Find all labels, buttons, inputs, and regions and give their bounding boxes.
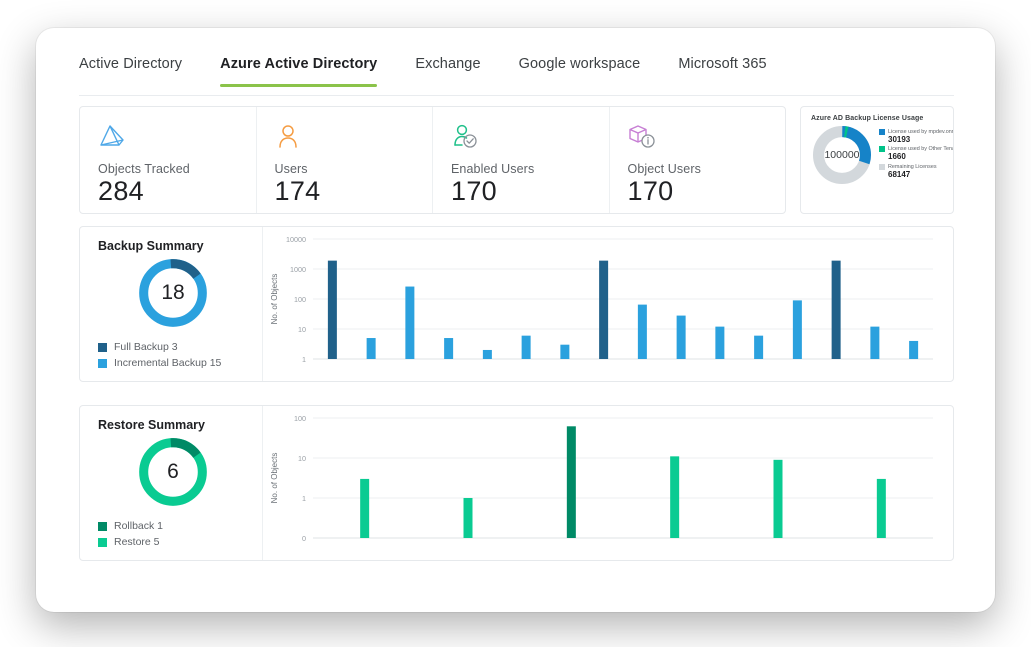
user-icon (275, 123, 415, 153)
cube-info-icon (628, 123, 768, 153)
backup-donut-center-value: 18 (161, 281, 185, 304)
tab-label: Azure Active Directory (220, 56, 378, 72)
tab-google-workspace[interactable]: Google workspace (519, 50, 641, 86)
backup-donut-wrap: 18 (98, 255, 248, 331)
svg-text:No. of Objects: No. of Objects (270, 274, 279, 325)
restore-donut-chart: 6 (135, 434, 211, 510)
kpi-label: Enabled Users (451, 162, 535, 176)
backup-legend: Full Backup 3 Incremental Backup 15 (98, 341, 248, 369)
license-legend-label: License used by mpdev.onmicrosoft.com (888, 128, 953, 135)
license-legend-label: Remaining Licenses (888, 163, 937, 170)
license-legend: License used by mpdev.onmicrosoft.com 30… (879, 128, 953, 182)
kpi-row: Objects Tracked 284 Users 174 (79, 106, 954, 214)
backup-donut-chart: 18 (135, 255, 211, 331)
legend-swatch-icon (98, 342, 107, 352)
backup-summary-left: Backup Summary 18 Full Backup 3 (80, 227, 263, 381)
restore-legend: Rollback 1 Restore 5 (98, 520, 248, 548)
restore-summary-left: Restore Summary 6 Rollback 1 (80, 406, 263, 560)
tab-label: Active Directory (79, 56, 183, 72)
tab-microsoft-365[interactable]: Microsoft 365 (678, 50, 766, 86)
restore-bar-chart: 100 10 1 0 No. of Objects (263, 406, 953, 560)
kpi-value: 174 (274, 176, 321, 206)
license-donut-center-value: 100000 (824, 149, 860, 161)
svg-text:No. of Objects: No. of Objects (270, 453, 279, 504)
backup-legend-item-incremental: Incremental Backup 15 (98, 357, 248, 369)
dashboard-window: Active Directory Azure Active Directory … (36, 28, 995, 612)
restore-legend-label: Restore 5 (114, 536, 160, 548)
license-legend-item: Remaining Licenses 68147 (879, 163, 953, 180)
license-donut-chart: 100000 (811, 124, 873, 186)
restore-summary-panel: Restore Summary 6 Rollback 1 (79, 405, 954, 561)
pyramid-icon (98, 123, 238, 153)
svg-text:0: 0 (302, 534, 306, 543)
legend-swatch-icon (98, 521, 107, 531)
legend-swatch-icon (879, 128, 885, 135)
backup-bar-chart: 10000 1000 100 10 1 No. of Objects (263, 227, 953, 381)
license-card-body: 100000 License used by mpdev.onmicrosoft… (811, 124, 953, 186)
license-legend-value: 30193 (888, 134, 911, 144)
svg-text:100: 100 (294, 414, 306, 423)
license-legend-item: License used by mpdev.onmicrosoft.com 30… (879, 128, 953, 145)
user-check-icon (451, 123, 591, 153)
backup-summary-title: Backup Summary (98, 239, 204, 253)
backup-legend-label: Incremental Backup 15 (114, 357, 222, 369)
tab-azure-active-directory[interactable]: Azure Active Directory (220, 50, 378, 87)
svg-text:100: 100 (294, 295, 306, 304)
restore-summary-title: Restore Summary (98, 418, 205, 432)
license-legend-item: License used by Other Tenants 1660 (879, 146, 953, 162)
restore-legend-label: Rollback 1 (114, 520, 164, 532)
license-usage-card[interactable]: Azure AD Backup License Usage 100000 (800, 106, 954, 214)
kpi-value: 170 (451, 176, 497, 206)
svg-text:10: 10 (298, 325, 306, 334)
legend-swatch-icon (879, 163, 885, 170)
svg-text:1: 1 (302, 494, 306, 503)
license-card-title: Azure AD Backup License Usage (811, 115, 924, 122)
license-legend-value: 68147 (888, 169, 911, 179)
tab-label: Exchange (415, 56, 481, 72)
kpi-users[interactable]: Users 174 (257, 107, 433, 213)
kpi-label: Users (274, 162, 308, 176)
svg-text:1: 1 (302, 355, 306, 364)
backup-legend-item-full: Full Backup 3 (98, 341, 248, 353)
restore-legend-item-restore: Restore 5 (98, 536, 248, 548)
backup-chart-svg: 10000 1000 100 10 1 No. of Objects (270, 235, 933, 364)
tab-active-directory[interactable]: Active Directory (79, 50, 182, 86)
kpi-object-users[interactable]: Object Users 170 (610, 107, 786, 213)
license-legend-value: 1660 (888, 152, 906, 162)
kpi-value: 284 (98, 176, 144, 206)
restore-donut-wrap: 6 (98, 434, 248, 510)
legend-swatch-icon (879, 146, 885, 153)
legend-swatch-icon (98, 358, 107, 368)
license-legend-label: License used by Other Tenants (888, 146, 953, 153)
backup-summary-panel: Backup Summary 18 Full Backup 3 (79, 226, 954, 382)
kpi-objects-tracked[interactable]: Objects Tracked 284 (80, 107, 257, 213)
kpi-enabled-users[interactable]: Enabled Users 170 (433, 107, 610, 213)
tab-label: Google workspace (518, 56, 641, 72)
tab-label: Microsoft 365 (678, 56, 767, 72)
kpi-label: Object Users (627, 162, 701, 176)
kpi-card-group: Objects Tracked 284 Users 174 (79, 106, 786, 214)
svg-text:10000: 10000 (286, 235, 306, 244)
legend-swatch-icon (98, 537, 107, 547)
tab-bar: Active Directory Azure Active Directory … (79, 50, 954, 96)
svg-text:1000: 1000 (290, 265, 306, 274)
svg-text:10: 10 (298, 454, 306, 463)
kpi-value: 170 (627, 176, 674, 206)
restore-donut-center-value: 6 (167, 460, 179, 483)
kpi-label: Objects Tracked (98, 162, 190, 176)
backup-legend-label: Full Backup 3 (114, 341, 178, 353)
tab-exchange[interactable]: Exchange (415, 50, 480, 86)
restore-legend-item-rollback: Rollback 1 (98, 520, 248, 532)
